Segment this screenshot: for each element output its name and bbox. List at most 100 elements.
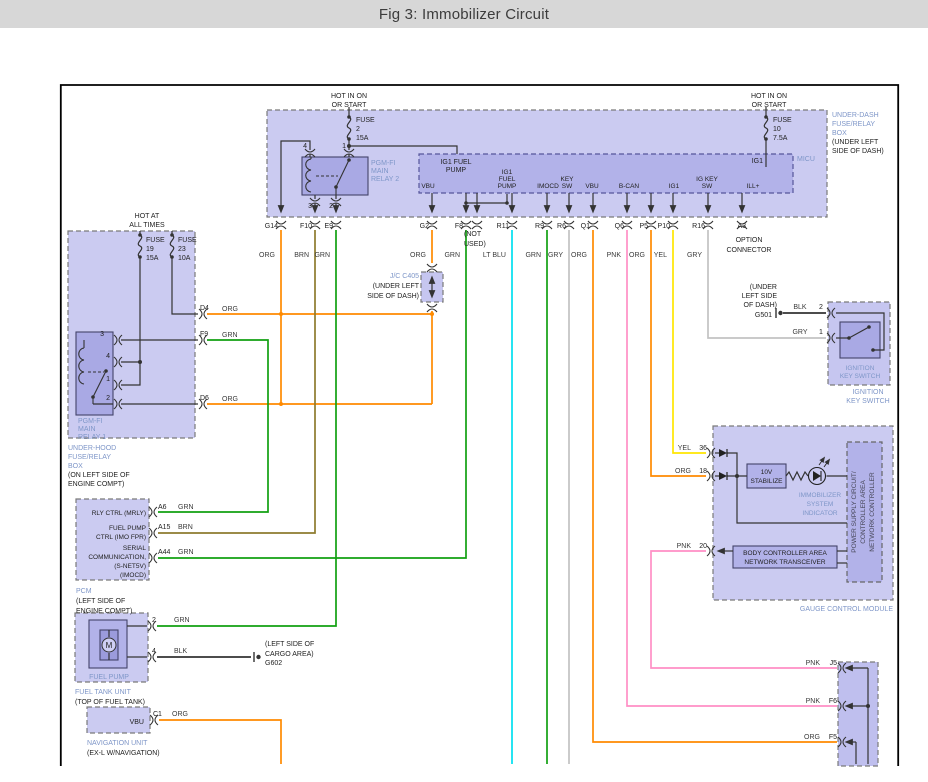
nav-name: NAVIGATION UNIT	[87, 740, 148, 747]
ignition-switch-inner-box	[839, 321, 881, 359]
immobilizer-indicator-led-icon	[807, 456, 831, 486]
connector-arc	[460, 220, 472, 225]
gauge-pin-36: 36	[699, 445, 707, 452]
connector-arc	[541, 220, 553, 225]
connector-pin-label: R6	[557, 223, 566, 230]
connector-arc	[203, 398, 208, 410]
pgm-fi-main-relay2-box	[301, 156, 369, 196]
diagram-page: HOT IN ON OR START HOT IN ON OR START HO…	[0, 28, 928, 782]
connector-arc	[842, 700, 847, 712]
hot-label: ALL TIMES	[129, 222, 165, 229]
orange-wires	[159, 230, 837, 764]
wire-color-label: GRY	[687, 252, 702, 259]
fuse19-label: 15A	[146, 255, 159, 262]
wiring-diagram: HOT IN ON OR START HOT IN ON OR START HO…	[59, 84, 900, 767]
junction-dot	[279, 312, 283, 316]
connector-arc	[330, 225, 342, 230]
micu-fn: IG1	[502, 169, 513, 176]
pcm-row-rly: RLY CTRL (MRLY)	[92, 510, 146, 517]
color-d6: ORG	[222, 396, 238, 403]
connector-arc	[831, 332, 836, 344]
micu-fn: IG1	[669, 183, 680, 190]
color-d4: ORG	[222, 306, 238, 313]
fuse10-label: 10	[773, 126, 781, 133]
immobilizer-unit-box	[837, 661, 879, 767]
immobilizer-indicator-label: INDICATOR	[802, 510, 837, 517]
micu-fn: VBU	[421, 183, 435, 190]
connector-arc	[702, 225, 714, 230]
wire-color-label: BRN	[294, 252, 309, 259]
motor-circle	[101, 637, 117, 653]
color-a6: GRN	[178, 504, 194, 511]
relay1-name: PGM-FI	[78, 418, 103, 425]
color-yel: YEL	[678, 445, 691, 452]
connector-arc	[330, 197, 342, 202]
wire-color-label: GRN	[444, 252, 460, 259]
color-org: ORG	[804, 734, 820, 741]
fuse23-label: 23	[178, 246, 186, 253]
connector-arc	[113, 334, 118, 346]
pcm-row-serial: (S-NET5V)	[114, 563, 146, 570]
relay1-name: RELAY 1	[78, 434, 106, 441]
relay2-pin: 1	[342, 143, 346, 150]
connector-arc	[426, 263, 438, 268]
connector-arc	[826, 332, 831, 344]
hot-label: OR START	[332, 102, 367, 109]
connector-arc	[198, 308, 203, 320]
connector-pin-label: P10	[658, 223, 671, 230]
pcm-loc: (LEFT SIDE OF	[76, 598, 125, 605]
micu-fn: KEY	[560, 176, 574, 183]
connector-arc	[118, 379, 123, 391]
connector-arc	[667, 225, 679, 230]
nav-loc: (EX-L W/NAVIGATION)	[87, 750, 160, 757]
wire-f10-a15	[158, 230, 316, 534]
pcm-row-fp: CTRL (IMO FPR)	[96, 534, 146, 541]
connector-arc	[426, 225, 438, 230]
color-org: ORG	[675, 468, 691, 475]
connector-arc	[506, 220, 518, 225]
wire-color-label: ORG	[629, 252, 645, 259]
wire-q6-f6	[626, 230, 837, 707]
connector-arc	[460, 225, 472, 230]
connector-arc	[304, 148, 316, 153]
junction-dot	[430, 312, 434, 316]
power-supply-label: NETWORK CONTROLLER	[869, 472, 876, 552]
connector-arc	[831, 307, 836, 319]
diagram-border	[59, 84, 900, 766]
connector-arc	[826, 307, 831, 319]
connector-arc	[148, 506, 153, 518]
wire-color-label: GRN	[525, 252, 541, 259]
jc-c405-name: J/C C405	[390, 273, 419, 280]
micu-ig1: IG1	[752, 158, 763, 165]
color-pnk: PNK	[806, 698, 821, 705]
underhood-loc: (ON LEFT SIDE OF	[68, 472, 130, 479]
connector-arc	[563, 225, 575, 230]
connector-arc	[621, 225, 633, 230]
gauge-module-name: GAUGE CONTROL MODULE	[800, 606, 893, 613]
relay2-name: PGM-FI	[371, 160, 396, 167]
wire-p5-18	[650, 230, 706, 477]
gauge-pin-18: 18	[699, 468, 707, 475]
underdash-loc: (UNDER LEFT	[832, 139, 879, 146]
pin-d6: D6	[200, 395, 209, 402]
connector-arc	[330, 220, 342, 225]
wire-color-label: GRN	[314, 252, 330, 259]
color-c1: ORG	[172, 711, 188, 718]
connector-arc	[702, 220, 714, 225]
connector-arc	[667, 220, 679, 225]
connector-arc	[147, 620, 152, 632]
connector-arc	[275, 220, 287, 225]
connector-pin-label: R16	[692, 223, 705, 230]
connector-pin-label: F8	[455, 223, 463, 230]
fuse-symbols	[137, 115, 769, 259]
connector-arc	[309, 197, 321, 202]
connector-arc	[587, 225, 599, 230]
power-supply-label: CONTROLLER AREA	[860, 480, 867, 544]
connector-arc	[563, 220, 575, 225]
pin-a44: A44	[158, 549, 171, 556]
color-gry: GRY	[792, 329, 807, 336]
not-used-label: USED)	[464, 241, 486, 248]
unit-pin-f6: F6	[829, 698, 837, 705]
connector-arc	[153, 527, 158, 539]
connector-arc	[842, 662, 847, 674]
